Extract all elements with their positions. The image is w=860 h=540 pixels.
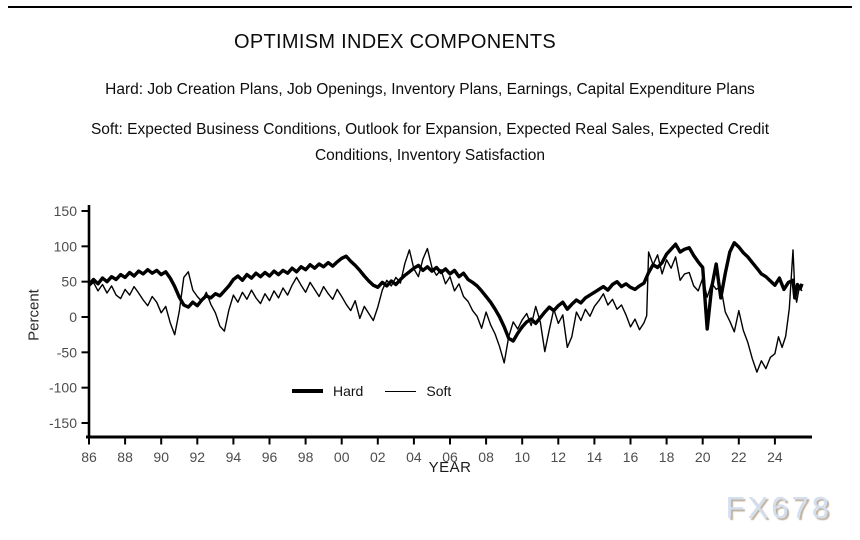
axes — [86, 205, 812, 439]
soft-components-definition: Soft: Expected Business Conditions, Outl… — [90, 121, 770, 164]
watermark: FX678 — [725, 490, 832, 525]
chart-plot: 150 100 50 0 -50 -100 -150 86 88 90 92 94 96 98 00 02 04… — [49, 203, 812, 465]
y-tick-label: -50 — [57, 344, 77, 360]
x-axis-label: YEAR — [428, 459, 472, 476]
y-axis-label: Percent — [25, 289, 43, 341]
hard-components-definition: Hard: Job Creation Plans, Job Openings, … — [105, 81, 755, 98]
x-tick-label: 20 — [695, 449, 711, 465]
x-tick-label: 10 — [514, 449, 530, 465]
legend-soft-label: Soft — [426, 383, 452, 399]
x-tick-label: 12 — [551, 449, 567, 465]
x-tick-label: 98 — [298, 449, 314, 465]
x-tick-label: 08 — [478, 449, 494, 465]
x-tick-label: 22 — [731, 449, 747, 465]
x-tick-label: 16 — [623, 449, 639, 465]
y-tick-label: 50 — [61, 274, 77, 290]
y-tick-label: -100 — [49, 380, 77, 396]
y-tick-label: -150 — [49, 415, 77, 431]
x-tick-label: 88 — [117, 449, 133, 465]
y-tick-label: 100 — [54, 238, 78, 254]
legend-hard-line-swatch — [292, 389, 323, 393]
chart-area: 150 100 50 0 -50 -100 -150 86 88 90 92 94 96 98 00 02 04… — [0, 180, 860, 490]
x-tick-label: 94 — [226, 449, 242, 465]
x-tick-label: 90 — [153, 449, 169, 465]
x-tick-label: 06 — [442, 449, 458, 465]
legend-soft-line-swatch — [385, 390, 417, 392]
series-line-hard — [87, 241, 804, 343]
y-tick-label: 0 — [69, 309, 77, 325]
x-tick-label: 18 — [659, 449, 675, 465]
x-tick-label: 86 — [81, 449, 97, 465]
y-tick-label: 150 — [54, 203, 78, 219]
x-tick-label: 14 — [587, 449, 603, 465]
legend: Hard Soft — [292, 382, 451, 400]
x-tick-label: 96 — [262, 449, 278, 465]
series-line-soft — [88, 247, 803, 373]
chart-title: OPTIMISM INDEX COMPONENTS — [234, 31, 556, 53]
axis-ticks: 150 100 50 0 -50 -100 -150 86 88 90 92 94 96 98 00 02 04… — [49, 203, 783, 465]
top-divider-line — [8, 6, 852, 8]
legend-hard-label: Hard — [333, 383, 364, 399]
x-tick-label: 92 — [190, 449, 206, 465]
x-tick-label: 02 — [370, 449, 386, 465]
x-tick-label: 00 — [334, 449, 350, 465]
x-tick-label: 04 — [406, 449, 422, 465]
x-tick-label: 24 — [767, 449, 783, 465]
